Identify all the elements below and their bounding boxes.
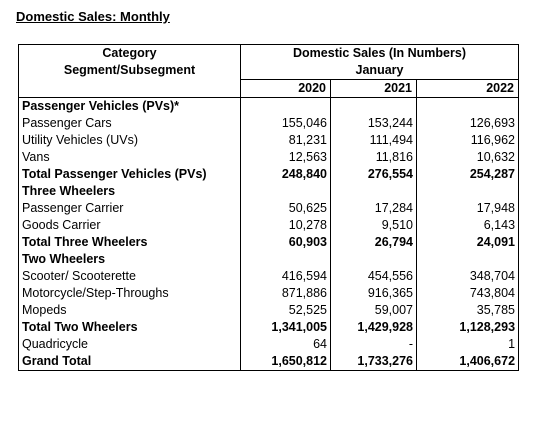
cell-2020: 248,840 [240, 166, 331, 183]
cell-2022: 24,091 [415, 234, 520, 251]
cell-2022: 348,704 [415, 268, 520, 285]
row-label: Motorcycle/Step-Throughs [18, 285, 241, 302]
cell-2021: 9,510 [330, 217, 417, 234]
row-label: Three Wheelers [18, 183, 241, 200]
cell-2020: 10,278 [240, 217, 331, 234]
cell-2021: 916,365 [330, 285, 417, 302]
domestic-sales-table: Category Domestic Sales (In Numbers) Seg… [18, 44, 520, 371]
cell-2022 [415, 251, 520, 268]
cell-2020: 1,341,005 [240, 319, 331, 336]
cell-2020: 416,594 [240, 268, 331, 285]
cell-2021: 276,554 [330, 166, 417, 183]
table-row: Goods Carrier 10,278 9,510 6,143 [18, 217, 520, 234]
cell-2021: 26,794 [330, 234, 417, 251]
cell-2020: 1,650,812 [240, 353, 331, 371]
table-row: Vans 12,563 11,816 10,632 [18, 149, 520, 166]
cell-2021: 111,494 [330, 132, 417, 149]
cell-2022: 1,128,293 [415, 319, 520, 336]
cell-2022: 743,804 [415, 285, 520, 302]
row-label: Total Three Wheelers [18, 234, 241, 251]
row-label: Mopeds [18, 302, 241, 319]
table-row: Scooter/ Scooterette 416,594 454,556 348,70… [18, 268, 520, 285]
cell-2021 [330, 97, 417, 115]
cell-2022: 126,693 [415, 115, 520, 132]
cell-2022: 1,406,672 [415, 353, 520, 371]
table-row: Passenger Cars 155,046 153,244 126,693 [18, 115, 520, 132]
table-row: Three Wheelers [18, 183, 520, 200]
header-metric: Domestic Sales (In Numbers) [239, 44, 520, 62]
table-row: Passenger Carrier 50,625 17,284 17,948 [18, 200, 520, 217]
row-label: Vans [18, 149, 241, 166]
cell-2021 [330, 251, 417, 268]
table-row: Two Wheelers [18, 251, 520, 268]
header-year-2021: 2021 [330, 79, 417, 98]
cell-2020: 871,886 [240, 285, 331, 302]
cell-2022: 35,785 [415, 302, 520, 319]
cell-2021: 1,733,276 [330, 353, 417, 371]
cell-2020: 60,903 [240, 234, 331, 251]
cell-2022: 1 [415, 336, 520, 353]
table-row: Total Three Wheelers 60,903 26,794 24,091 [18, 234, 520, 251]
cell-2020: 50,625 [240, 200, 331, 217]
cell-2022: 17,948 [415, 200, 520, 217]
row-label: Total Passenger Vehicles (PVs) [18, 166, 241, 183]
cell-2021: 11,816 [330, 149, 417, 166]
cell-2021: - [330, 336, 417, 353]
cell-2020: 64 [240, 336, 331, 353]
page-title: Domestic Sales: Monthly [16, 9, 170, 24]
cell-2020: 155,046 [240, 115, 331, 132]
header-year-2020: 2020 [240, 79, 331, 98]
header-month: January [239, 62, 520, 80]
row-label: Two Wheelers [18, 251, 241, 268]
table-row: Total Two Wheelers 1,341,005 1,429,928 1,12… [18, 319, 520, 336]
cell-2022: 254,287 [415, 166, 520, 183]
cell-2020: 52,525 [240, 302, 331, 319]
cell-2021: 1,429,928 [330, 319, 417, 336]
cell-2021: 153,244 [330, 115, 417, 132]
cell-2021 [330, 183, 417, 200]
cell-2020: 81,231 [240, 132, 331, 149]
cell-2020 [240, 97, 331, 115]
header-category: Category [18, 44, 241, 62]
header-year-2022: 2022 [415, 79, 520, 98]
header-segment: Segment/Subsegment [18, 62, 241, 98]
row-label: Goods Carrier [18, 217, 241, 234]
cell-2022 [415, 97, 520, 115]
row-label: Passenger Vehicles (PVs)* [18, 97, 241, 115]
row-label: Passenger Cars [18, 115, 241, 132]
cell-2022: 116,962 [415, 132, 520, 149]
table-row: Motorcycle/Step-Throughs 871,886 916,365 74… [18, 285, 520, 302]
table-body: Passenger Vehicles (PVs)* Passenger Cars 1… [18, 97, 520, 371]
row-label: Scooter/ Scooterette [18, 268, 241, 285]
cell-2021: 454,556 [330, 268, 417, 285]
table-row: Passenger Vehicles (PVs)* [18, 97, 520, 115]
table-row: Utility Vehicles (UVs) 81,231 111,494 116,9… [18, 132, 520, 149]
cell-2022: 10,632 [415, 149, 520, 166]
cell-2021: 59,007 [330, 302, 417, 319]
cell-2022 [415, 183, 520, 200]
row-label: Passenger Carrier [18, 200, 241, 217]
cell-2021: 17,284 [330, 200, 417, 217]
table-row: Mopeds 52,525 59,007 35,785 [18, 302, 520, 319]
table-row: Total Passenger Vehicles (PVs) 248,840 276… [18, 166, 520, 183]
cell-2022: 6,143 [415, 217, 520, 234]
cell-2020 [240, 183, 331, 200]
row-label: Total Two Wheelers [18, 319, 241, 336]
cell-2020 [240, 251, 331, 268]
row-label: Utility Vehicles (UVs) [18, 132, 241, 149]
row-label: Grand Total [18, 353, 241, 371]
table-row: Quadricycle 64-1 [18, 336, 520, 353]
table-row: Grand Total 1,650,812 1,733,276 1,406,672 [18, 353, 520, 371]
cell-2020: 12,563 [240, 149, 331, 166]
row-label: Quadricycle [18, 336, 241, 353]
